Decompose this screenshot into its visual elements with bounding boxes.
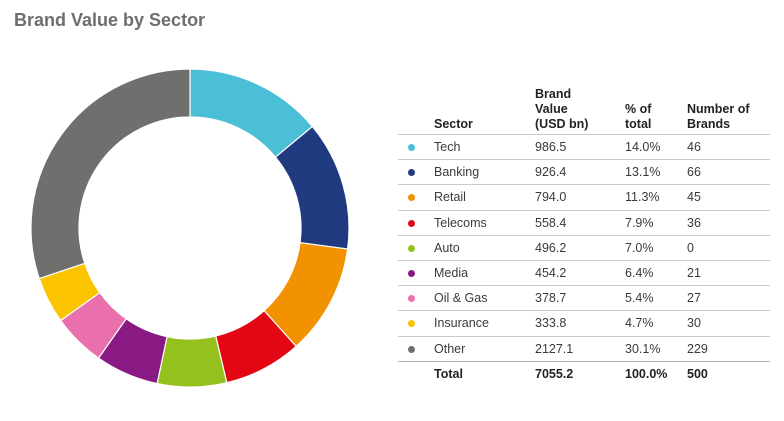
table-row: Banking 926.4 13.1% 66 [398, 159, 770, 184]
cell-count: 30 [687, 316, 701, 331]
cell-value: 558.4 [535, 215, 567, 230]
cell-value: 986.5 [535, 140, 567, 154]
table-row: Media 454.2 6.4% 21 [398, 259, 770, 285]
legend-dot-icon [408, 219, 415, 227]
cell-sector: Banking [434, 165, 480, 180]
cell-sector: Auto [434, 240, 460, 255]
cell-pct: 7.9% [625, 215, 654, 230]
cell-sector: Retail [434, 190, 466, 205]
table-row: Insurance 333.8 4.7% 30 [398, 310, 770, 335]
total-label: Total [434, 366, 463, 381]
cell-value: 496.2 [535, 240, 567, 255]
cell-count: 21 [687, 265, 701, 280]
donut-chart [30, 68, 350, 388]
table-row: Auto 496.2 7.0% 0 [398, 234, 770, 260]
cell-count: 66 [687, 165, 701, 180]
header-percent-total: % of total [625, 102, 652, 131]
legend-dot-icon [408, 194, 415, 202]
chart-title: Brand Value by Sector [14, 10, 206, 30]
table-row: Retail 794.0 11.3% 45 [398, 184, 770, 209]
total-percent: 100.0% [625, 366, 668, 381]
cell-sector: Tech [434, 140, 461, 154]
header-number-of-brands: Number of Brands [687, 102, 750, 131]
cell-value: 794.0 [535, 190, 567, 205]
cell-value: 378.7 [535, 291, 567, 306]
header-sector: Sector [434, 117, 473, 131]
cell-pct: 5.4% [625, 291, 654, 306]
legend-dot-icon [408, 144, 415, 151]
legend-dot-icon [408, 345, 415, 353]
header-brand-value: Brand Value (USD bn) [535, 87, 589, 131]
donut-slice-other [30, 68, 191, 280]
cell-value: 926.4 [535, 165, 567, 180]
cell-sector: Insurance [434, 316, 489, 331]
legend-dot-icon [408, 244, 415, 252]
cell-count: 45 [687, 190, 701, 205]
cell-count: 36 [687, 215, 701, 230]
cell-pct: 4.7% [625, 316, 654, 331]
table-row: Tech 986.5 14.0% 46 [398, 134, 770, 159]
table-row: Telecoms 558.4 7.9% 36 [398, 209, 770, 235]
table-row: Oil & Gas 378.7 5.4% 27 [398, 285, 770, 310]
cell-count: 46 [687, 140, 701, 154]
cell-pct: 13.1% [625, 165, 661, 180]
cell-value: 2127.1 [535, 341, 574, 356]
cell-pct: 30.1% [625, 341, 661, 356]
cell-sector: Telecoms [434, 215, 487, 230]
cell-sector: Media [434, 265, 469, 280]
cell-pct: 14.0% [625, 140, 661, 154]
cell-count: 0 [687, 240, 694, 255]
legend-dot-icon [408, 169, 415, 177]
legend-dot-icon [408, 320, 415, 328]
total-count: 500 [687, 366, 708, 381]
cell-count: 27 [687, 291, 701, 306]
legend-dot-icon [408, 295, 415, 303]
total-value: 7055.2 [535, 366, 574, 381]
cell-pct: 7.0% [625, 240, 654, 255]
cell-value: 333.8 [535, 316, 567, 331]
cell-count: 229 [687, 341, 708, 356]
legend-dot-icon [408, 269, 415, 277]
cell-sector: Oil & Gas [434, 291, 488, 306]
donut-slice-auto [156, 335, 228, 388]
table-row: Other 2127.1 30.1% 229 [398, 335, 770, 361]
sector-table: Sector Brand Value (USD bn) % of total N… [398, 84, 770, 386]
cell-pct: 11.3% [625, 190, 660, 205]
table-header: Sector Brand Value (USD bn) % of total N… [398, 84, 770, 134]
table-total-row: Total 7055.2 100.0% 500 [398, 360, 770, 386]
cell-value: 454.2 [535, 265, 567, 280]
cell-pct: 6.4% [625, 265, 654, 280]
cell-sector: Other [434, 341, 466, 356]
